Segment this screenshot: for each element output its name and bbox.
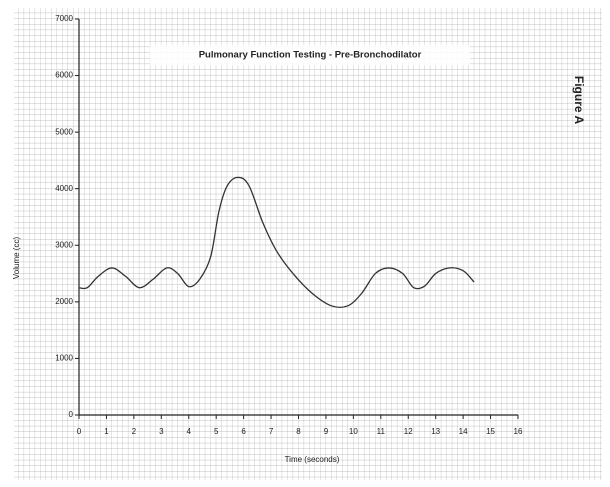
figure-label: Figure A (572, 76, 586, 125)
x-tick-label: 1 (104, 427, 109, 436)
x-tick-label: 8 (296, 427, 301, 436)
x-tick-label: 5 (214, 427, 219, 436)
y-tick-label: 7000 (55, 14, 73, 23)
x-tick-label: 16 (514, 427, 523, 436)
x-tick-label: 3 (159, 427, 164, 436)
x-tick-label: 4 (187, 427, 192, 436)
y-axis-label: Volume (cc) (12, 237, 21, 280)
x-tick-label: 6 (241, 427, 246, 436)
y-tick-label: 3000 (55, 240, 73, 249)
y-tick-label: 4000 (55, 184, 73, 193)
x-tick-label: 15 (486, 427, 495, 436)
x-axis-label: Time (seconds) (285, 455, 340, 464)
x-tick-label: 0 (77, 427, 82, 436)
chart-title: Pulmonary Function Testing - Pre-Broncho… (199, 50, 422, 61)
x-tick-label: 11 (377, 427, 386, 436)
title-backdrop (150, 45, 470, 65)
graph-paper (14, 8, 602, 480)
y-tick-label: 1000 (55, 354, 73, 363)
y-tick-label: 0 (69, 410, 74, 419)
y-tick-label: 6000 (55, 71, 73, 80)
x-tick-label: 12 (404, 427, 413, 436)
x-tick-label: 14 (459, 427, 468, 436)
x-tick-label: 13 (431, 427, 440, 436)
x-tick-label: 10 (349, 427, 358, 436)
volume-line (78, 176, 475, 309)
x-tick-label: 7 (269, 427, 274, 436)
x-tick-label: 9 (324, 427, 329, 436)
y-tick-label: 5000 (55, 127, 73, 136)
x-tick-label: 2 (132, 427, 137, 436)
y-tick-label: 2000 (55, 297, 73, 306)
